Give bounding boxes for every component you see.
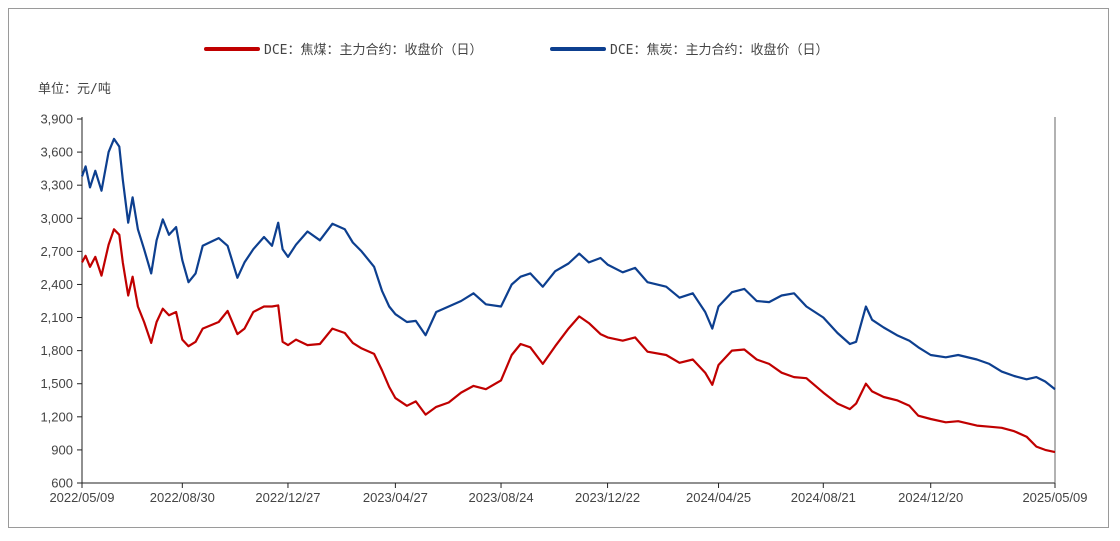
y-tick-label: 1,500 [40,376,73,391]
x-tick-label: 2022/12/27 [255,490,320,505]
series-line-coking-coal [81,228,1056,454]
x-ticks: 2022/05/09 2022/08/30 2022/12/27 2023/04/27… [49,483,1088,505]
y-tick-label: 3,600 [40,145,73,160]
x-tick-label: 2023/04/27 [363,490,428,505]
x-tick-label: 2024/12/20 [898,490,963,505]
y-tick-label: 2,100 [40,310,73,325]
y-tick-label: 900 [51,442,73,457]
x-tick-label: 2024/04/25 [686,490,751,505]
unit-label: 单位：元/吨 [38,82,111,97]
legend-label-coke: DCE：焦炭：主力合约：收盘价（日） [610,42,828,58]
x-tick-label: 2023/08/24 [468,490,533,505]
y-tick-label: 2,700 [40,244,73,259]
chart-frame [8,8,1109,528]
series-line-coke [80,137,1056,391]
y-tick-label: 3,000 [40,211,73,226]
series-lines [80,137,1056,454]
x-tick-label: 2023/12/22 [575,490,640,505]
x-tick-label: 2025/05/09 [1022,490,1087,505]
y-tick-label: 3,900 [40,112,73,127]
x-tick-label: 2024/08/21 [791,490,856,505]
legend: DCE：焦煤：主力合约：收盘价（日） DCE：焦炭：主力合约：收盘价（日） [204,42,828,58]
legend-label-coking-coal: DCE：焦煤：主力合约：收盘价（日） [264,42,482,58]
y-tick-label: 1,800 [40,343,73,358]
y-tick-label: 1,200 [40,409,73,424]
y-tick-label: 2,400 [40,277,73,292]
y-tick-label: 3,300 [40,178,73,193]
x-tick-label: 2022/05/09 [49,490,114,505]
y-ticks: 3,900 3,600 3,300 3,000 2,700 2,400 2,100 1,800… [40,112,82,491]
x-tick-label: 2022/08/30 [150,490,215,505]
y-tick-label: 600 [51,476,73,491]
